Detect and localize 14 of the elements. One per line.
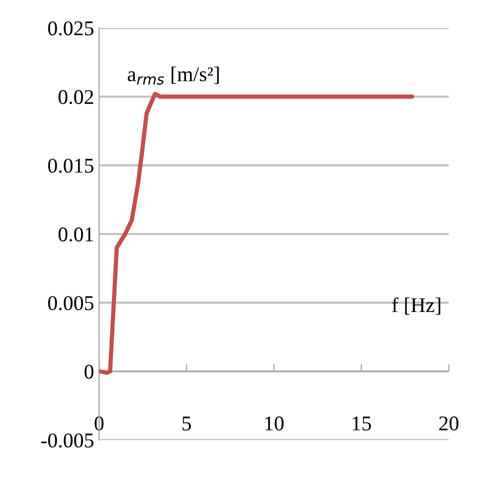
y-tick-label: 0 xyxy=(84,364,94,379)
x-tick-label: 20 xyxy=(439,416,458,430)
x-tick-label: 15 xyxy=(352,416,371,430)
x-tick-label: 0 xyxy=(94,416,104,430)
y-axis-title: a$_{rms}$ [m/s²] xyxy=(128,66,219,85)
y-tick-label: 0.02 xyxy=(58,90,94,104)
y-tick-label: 0.015 xyxy=(48,158,94,173)
y-tick-label: 0.01 xyxy=(58,227,93,242)
x-tick-label: 10 xyxy=(265,416,284,430)
x-axis-title: f [Hz] xyxy=(392,297,440,315)
y-tick-label: -0.005 xyxy=(41,433,94,448)
y-tick-label: 0.025 xyxy=(48,21,94,36)
y-tick-label: 0.005 xyxy=(48,296,94,310)
x-tick-label: 5 xyxy=(182,416,191,430)
